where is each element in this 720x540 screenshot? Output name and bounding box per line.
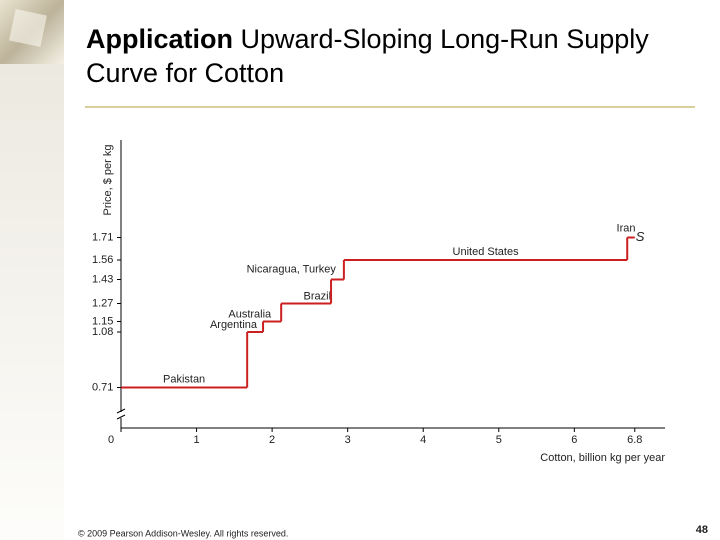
title-rest: Upward-Sloping Long-Run Supply Curve for…: [86, 24, 649, 88]
axis-break: [116, 408, 126, 414]
x-tick-label: 0: [108, 434, 114, 446]
step-label: Brazil: [304, 290, 332, 302]
step-label: Pakistan: [163, 373, 205, 385]
step-label: Argentina: [210, 319, 258, 331]
page-number: 48: [696, 524, 708, 536]
axis-break: [116, 414, 126, 420]
y-tick-label: 1.15: [92, 315, 113, 327]
side-strip: [0, 0, 64, 540]
curve-label: S: [636, 229, 645, 244]
y-tick-label: 1.56: [92, 254, 113, 266]
copyright: © 2009 Pearson Addison-Wesley. All right…: [78, 528, 288, 538]
y-tick-label: 1.08: [92, 326, 113, 338]
x-tick-label: 3: [345, 434, 351, 446]
step-label: United States: [453, 246, 520, 258]
x-tick-label: 1: [193, 434, 199, 446]
x-tick-label: 6: [571, 434, 577, 446]
y-tick-label: 1.27: [92, 297, 113, 309]
step-label: Nicaragua, Turkey: [247, 263, 337, 275]
x-tick-label: 2: [269, 434, 275, 446]
cube-shape: [9, 9, 47, 47]
x-tick-label: 6.8: [627, 434, 642, 446]
y-tick-label: 1.43: [92, 273, 113, 285]
step-label: Australia: [228, 308, 272, 320]
title-bold: Application: [86, 24, 233, 54]
y-tick-label: 0.71: [92, 381, 113, 393]
y-tick-label: 1.71: [92, 231, 113, 243]
step-label: Iran: [617, 222, 636, 234]
y-axis-label: Price, $ per kg: [102, 145, 114, 216]
slide-title: Application Upward-Sloping Long-Run Supp…: [86, 22, 696, 90]
x-tick-label: 4: [420, 434, 426, 446]
x-tick-label: 5: [496, 434, 502, 446]
x-axis-label: Cotton, billion kg per year: [540, 452, 665, 464]
